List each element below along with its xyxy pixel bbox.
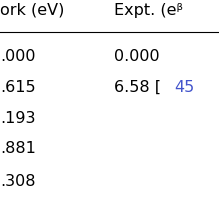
Text: 0.000: 0.000 bbox=[114, 49, 159, 64]
Text: .615: .615 bbox=[0, 80, 36, 95]
Text: Expt. (eᵝ: Expt. (eᵝ bbox=[114, 3, 183, 18]
Text: .000: .000 bbox=[0, 49, 35, 64]
Text: .308: .308 bbox=[0, 174, 35, 189]
Text: ork (eV): ork (eV) bbox=[0, 3, 64, 18]
Text: 45: 45 bbox=[175, 80, 195, 95]
Text: 6.58 [: 6.58 [ bbox=[114, 80, 161, 95]
Text: .193: .193 bbox=[0, 111, 35, 126]
Text: .881: .881 bbox=[0, 141, 36, 156]
